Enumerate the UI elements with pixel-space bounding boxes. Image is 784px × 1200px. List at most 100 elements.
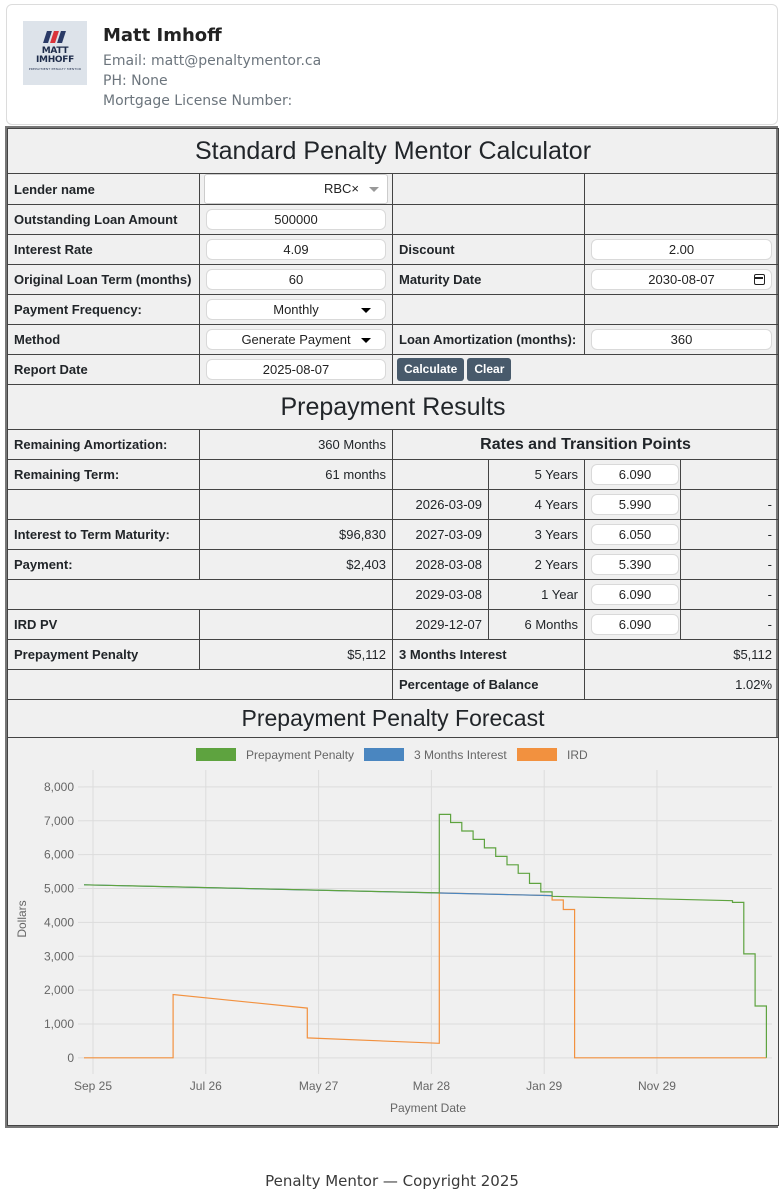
remaining-term-value: 61 months <box>199 459 393 490</box>
legend-label: Prepayment Penalty <box>246 748 354 762</box>
payment-frequency-select[interactable]: Monthly <box>206 299 386 320</box>
company-logo: MATT IMHOFF PREPAYMENT PENALTY MENTOR <box>23 21 87 85</box>
method-select[interactable]: Generate Payment <box>206 329 386 350</box>
three-months-interest-label: 3 Months Interest <box>392 639 585 670</box>
rates-title: Rates and Transition Points <box>391 429 780 460</box>
maturity-date-input[interactable]: 2030-08-07 <box>591 269 773 290</box>
rate-input[interactable]: 5.990 <box>591 494 679 515</box>
logo-text-line1: MATT <box>41 46 69 56</box>
rate-term: 4 Years <box>488 489 585 520</box>
payment-frequency-value: Monthly <box>273 302 319 317</box>
logo-tagline: PREPAYMENT PENALTY MENTOR <box>28 67 82 71</box>
chevron-down-icon <box>369 187 379 192</box>
rate-date: 2029-12-07 <box>392 609 489 640</box>
interest-to-maturity-value: $96,830 <box>199 519 393 550</box>
loan-amount-label: Outstanding Loan Amount <box>7 204 200 235</box>
amortization-input[interactable]: 360 <box>591 329 773 350</box>
rate-extra <box>679 459 780 490</box>
interest-rate-label: Interest Rate <box>7 234 200 265</box>
payment-frequency-label: Payment Frequency: <box>7 294 200 325</box>
rate-input[interactable]: 6.050 <box>591 524 679 545</box>
agent-phone: PH: None <box>103 73 168 89</box>
results-title: Prepayment Results <box>6 384 780 430</box>
x-tick-label: Mar 28 <box>413 1079 451 1093</box>
agent-license: Mortgage License Number: <box>103 93 293 109</box>
rate-date: 2028-03-08 <box>392 549 489 580</box>
amortization-label: Loan Amortization (months): <box>392 324 585 355</box>
agent-email: Email: matt@penaltymentor.ca <box>103 53 322 69</box>
x-tick-label: Jul 26 <box>190 1079 222 1093</box>
profile-card: MATT IMHOFF PREPAYMENT PENALTY MENTOR Ma… <box>6 4 778 125</box>
rate-extra: - <box>679 549 780 580</box>
forecast-chart: 0 1,000 2,000 3,000 4,000 5,000 6,000 7,000 8,00… <box>15 748 772 1115</box>
rate-date <box>392 459 489 490</box>
rate-term: 3 Years <box>488 519 585 550</box>
prepayment-penalty-label: Prepayment Penalty <box>7 639 200 670</box>
calculator-panel: Standard Penalty Mentor Calculator Lende… <box>5 126 780 1128</box>
rate-date: 2026-03-09 <box>392 489 489 520</box>
legend-swatch <box>364 748 404 761</box>
rate-input[interactable]: 6.090 <box>591 464 679 485</box>
rate-input[interactable]: 6.090 <box>591 584 679 605</box>
legend-swatch <box>517 748 557 761</box>
y-tick-label: 6,000 <box>44 848 74 862</box>
rate-date: 2027-03-09 <box>392 519 489 550</box>
prepayment-penalty-value: $5,112 <box>199 639 393 670</box>
remaining-amortization-value: 360 Months <box>199 429 393 460</box>
y-tick-label: 8,000 <box>44 780 74 794</box>
y-tick-label: 5,000 <box>44 882 74 896</box>
y-tick-label: 7,000 <box>44 814 74 828</box>
calculate-button[interactable]: Calculate <box>397 358 465 381</box>
interest-rate-input[interactable]: 4.09 <box>206 239 386 260</box>
lender-select[interactable]: RBC× <box>204 174 388 204</box>
maturity-date-value: 2030-08-07 <box>648 272 715 287</box>
x-tick-label: Jan 29 <box>526 1079 562 1093</box>
calculator-table: Standard Penalty Mentor Calculator Lende… <box>6 128 780 1126</box>
calendar-icon[interactable] <box>754 274 766 285</box>
rate-input[interactable]: 6.090 <box>591 614 679 635</box>
rate-extra: - <box>679 519 780 550</box>
ird-pv-label: IRD PV <box>7 609 200 640</box>
y-tick-label: 2,000 <box>44 983 74 997</box>
three-months-interest-value: $5,112 <box>583 639 780 670</box>
loan-amount-input[interactable]: 500000 <box>206 209 386 230</box>
lender-label: Lender name <box>7 173 200 205</box>
percentage-of-balance-value: 1.02% <box>583 669 780 700</box>
y-tick-label: 3,000 <box>44 949 74 963</box>
percentage-of-balance-label: Percentage of Balance <box>392 669 585 700</box>
footer-copyright: Penalty Mentor — Copyright 2025 <box>265 1172 519 1190</box>
calculator-title: Standard Penalty Mentor Calculator <box>6 128 780 174</box>
rate-extra: - <box>679 609 780 640</box>
rate-term: 1 Year <box>488 579 585 610</box>
logo-text-line2: IMHOFF <box>36 55 74 65</box>
legend-label: IRD <box>567 748 588 762</box>
x-tick-label: Sep 25 <box>74 1079 112 1093</box>
x-tick-label: Nov 29 <box>638 1079 676 1093</box>
legend-swatch <box>196 748 236 761</box>
clear-button[interactable]: Clear <box>467 358 512 381</box>
rate-term: 6 Months <box>488 609 585 640</box>
series-line-ird <box>84 892 767 1059</box>
legend-label: 3 Months Interest <box>414 748 507 762</box>
rate-term: 5 Years <box>488 459 585 490</box>
chevron-down-icon <box>361 338 371 343</box>
lender-value: RBC× <box>323 181 359 196</box>
y-tick-label: 0 <box>67 1051 74 1065</box>
series-line-prepayment-penalty <box>83 813 768 1058</box>
loan-term-input[interactable]: 60 <box>206 269 386 290</box>
y-axis-label: Dollars <box>15 900 29 937</box>
rate-input[interactable]: 5.390 <box>591 554 679 575</box>
remaining-amortization-label: Remaining Amortization: <box>7 429 200 460</box>
payment-value: $2,403 <box>199 549 393 580</box>
remaining-term-label: Remaining Term: <box>7 459 200 490</box>
y-tick-label: 4,000 <box>44 915 74 929</box>
report-date-label: Report Date <box>7 354 200 385</box>
x-tick-label: May 27 <box>299 1079 339 1093</box>
discount-input[interactable]: 2.00 <box>591 239 773 260</box>
rate-term: 2 Years <box>488 549 585 580</box>
x-axis-label: Payment Date <box>390 1101 466 1115</box>
method-value: Generate Payment <box>241 332 351 347</box>
report-date-input[interactable]: 2025-08-07 <box>206 359 386 380</box>
maturity-date-label: Maturity Date <box>392 264 585 295</box>
chevron-down-icon <box>361 308 371 313</box>
